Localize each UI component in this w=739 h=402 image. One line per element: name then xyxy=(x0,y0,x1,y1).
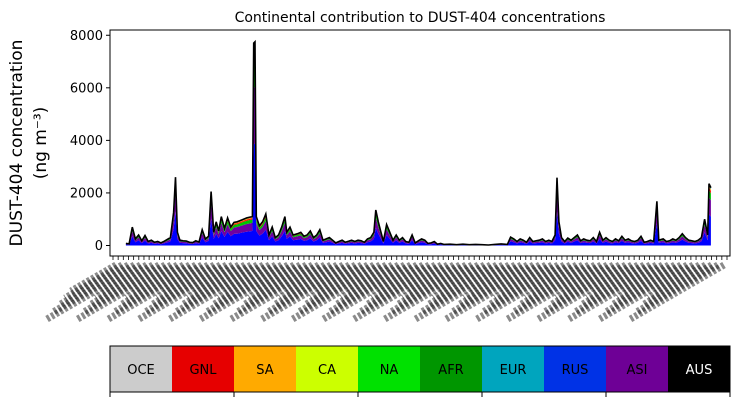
colorbar-label-ca: CA xyxy=(318,363,336,378)
x-tick-label xyxy=(290,261,388,323)
x-tick-label xyxy=(106,261,204,323)
colorbar-swatch-sa xyxy=(234,346,297,392)
x-tick-label xyxy=(321,261,419,323)
y-axis: 0 2000 4000 6000 8000 xyxy=(70,29,110,254)
x-tick-label xyxy=(536,261,634,323)
x-tick-label xyxy=(383,261,481,323)
x-axis xyxy=(112,256,728,260)
colorbar-swatch-rus xyxy=(544,346,607,392)
colorbar-swatch-aus xyxy=(668,346,731,392)
colorbar-frame xyxy=(109,345,731,393)
x-tick-label xyxy=(567,261,665,323)
colorbar-label-eur: EUR xyxy=(500,363,527,378)
x-tick-label xyxy=(628,261,726,323)
total-line xyxy=(125,39,712,246)
colorbar-label-rus: RUS xyxy=(562,363,589,378)
x-tick-label xyxy=(75,261,174,323)
x-tick-label xyxy=(260,261,358,323)
x-tick-label xyxy=(229,261,327,323)
x-tick-label xyxy=(475,261,573,323)
x-tick-label xyxy=(198,261,296,323)
colorbar-swatch-asi xyxy=(606,346,669,392)
x-tick-label xyxy=(444,261,542,323)
x-tick-label xyxy=(137,261,235,323)
x-tick-label xyxy=(505,261,603,323)
colorbar-label-oce: OCE xyxy=(127,363,155,378)
colorbar-label-na: NA xyxy=(380,363,399,378)
colorbar-swatch-gnl xyxy=(172,346,235,392)
x-tick-labels xyxy=(45,261,726,323)
x-tick-label xyxy=(598,261,696,323)
plot-area: 0 2000 4000 6000 8000 xyxy=(70,29,731,260)
colorbar-label-asi: ASI xyxy=(627,363,648,378)
y-axis-label-line1: DUST-404 concentration xyxy=(7,40,27,247)
y-axis-label: DUST-404 concentration (ng m⁻³) xyxy=(7,40,51,247)
colorbar-swatch-ca xyxy=(296,346,359,392)
x-tick-label xyxy=(413,261,511,323)
y-tick-label: 4000 xyxy=(70,134,103,149)
chart-title: Continental contribution to DUST-404 con… xyxy=(235,10,606,26)
y-tick-label: 2000 xyxy=(70,186,103,201)
colorbar-swatch-na xyxy=(358,346,421,392)
y-tick-label: 8000 xyxy=(70,29,103,44)
colorbar-swatch-afr xyxy=(420,346,483,392)
y-tick-label: 6000 xyxy=(70,81,103,96)
plot-frame xyxy=(109,29,731,257)
colorbar-label-aus: AUS xyxy=(686,363,713,378)
colorbar-label-sa: SA xyxy=(256,363,273,378)
continent-colorbar: OCE GNL SA CA NA AFR EUR RUS ASI AUS xyxy=(109,345,731,397)
colorbar-swatch-oce xyxy=(110,346,173,392)
y-axis-label-line2: (ng m⁻³) xyxy=(31,107,51,180)
x-tick-label xyxy=(352,261,450,323)
colorbar-swatch-eur xyxy=(482,346,545,392)
colorbar-label-afr: AFR xyxy=(438,363,463,378)
colorbar-label-gnl: GNL xyxy=(189,363,217,378)
y-tick-label: 0 xyxy=(95,239,103,254)
x-tick-label xyxy=(45,261,143,323)
x-tick-label xyxy=(168,261,266,323)
